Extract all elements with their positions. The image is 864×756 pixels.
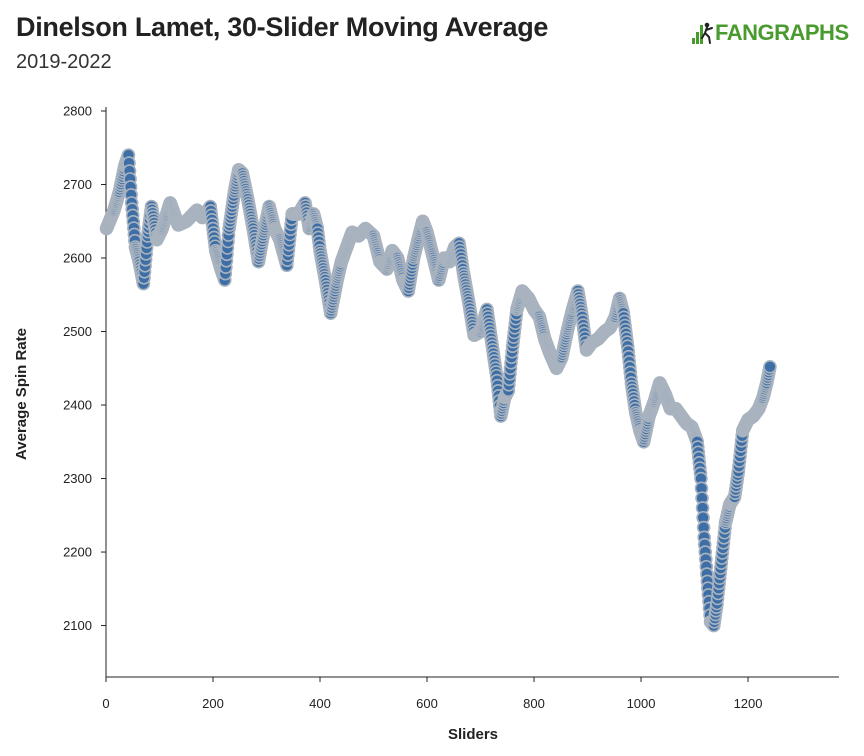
y-tick-label: 2800	[63, 104, 92, 119]
y-tick-label: 2500	[63, 324, 92, 339]
y-tick-label: 2200	[63, 545, 92, 560]
x-tick-label: 200	[202, 696, 224, 711]
chart-subtitle: 2019-2022	[16, 51, 112, 73]
y-tick-label: 2300	[63, 471, 92, 486]
chart-title: Dinelson Lamet, 30-Slider Moving Average	[16, 12, 549, 42]
x-tick-label: 400	[309, 696, 331, 711]
y-axis-label: Average Spin Rate	[13, 328, 30, 460]
y-tick-label: 2400	[63, 398, 92, 413]
x-axis-label: Sliders	[448, 726, 498, 743]
x-tick-label: 1000	[627, 696, 656, 711]
y-tick-label: 2600	[63, 251, 92, 266]
data-points	[99, 148, 777, 633]
fangraphs-logo: FANGRAPHS	[692, 20, 849, 46]
x-tick-label: 0	[102, 696, 109, 711]
x-tick-label: 1200	[734, 696, 763, 711]
x-tick-label: 800	[523, 696, 545, 711]
fangraphs-bars-icon	[692, 22, 713, 44]
y-tick-label: 2100	[63, 618, 92, 633]
data-point	[763, 359, 777, 374]
axes: 0 200 400 600 800 1000 1200 2100 2200 2300 2400 250…	[63, 104, 839, 711]
y-tick-label: 2700	[63, 177, 92, 192]
logo-text: FANGRAPHS	[715, 20, 849, 45]
x-tick-label: 600	[416, 696, 438, 711]
